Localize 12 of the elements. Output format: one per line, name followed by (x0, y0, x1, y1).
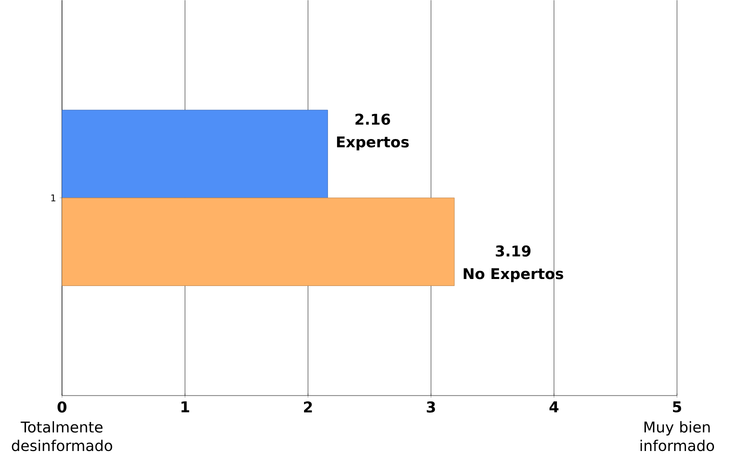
data-label: 3.19 (496, 246, 530, 257)
x-tick-label: 2 (304, 402, 312, 413)
text: Totalmente desinformado (12, 421, 112, 452)
x-tick-label: 0 (58, 402, 66, 413)
x-tick-label: 1 (182, 402, 190, 412)
series-label: Expertos (337, 136, 409, 151)
x-tick-label: 3 (426, 402, 435, 413)
text: Muy bien informado (640, 421, 714, 452)
data-label: 2.16 (355, 114, 390, 126)
series-label: No Expertos (464, 268, 564, 282)
x-tick-label: 5 (672, 402, 682, 413)
x-tick-label: 4 (550, 402, 558, 412)
